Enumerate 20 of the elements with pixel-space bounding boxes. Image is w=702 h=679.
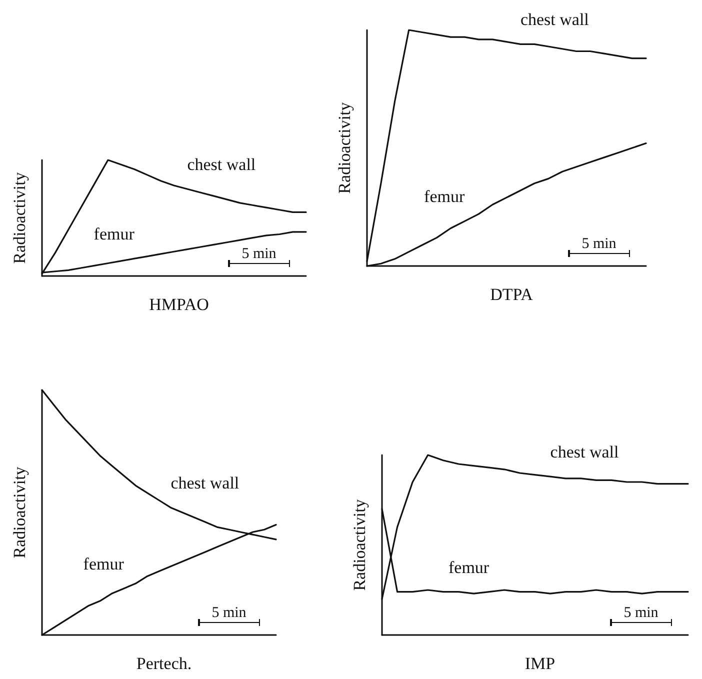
scale-ruler: 5 min: [198, 605, 260, 623]
series-label: chest wall: [550, 442, 620, 462]
scale-ruler: 5 min: [228, 246, 290, 264]
scale-ruler: 5 min: [568, 236, 630, 254]
series-label: femur: [424, 187, 465, 206]
y-axis-title: Radioactivity: [335, 102, 354, 194]
series-label: femur: [83, 554, 124, 574]
series-label: chest wall: [187, 155, 256, 174]
text: HMPAO: [149, 295, 209, 314]
series-label: femur: [448, 558, 490, 577]
y-axis-title: Radioactivity: [10, 172, 29, 264]
series-label: chest wall: [520, 10, 590, 30]
scale-ruler: 5 min: [610, 605, 672, 623]
y-axis-title: Radioactivity: [350, 498, 369, 591]
series-label: femur: [94, 224, 135, 244]
y-axis-title: Radioactivity: [10, 466, 29, 558]
series-label: chest wall: [170, 474, 240, 493]
text: IMP: [524, 654, 556, 673]
text: DTPA: [490, 285, 534, 304]
text: Pertech.: [136, 654, 192, 673]
